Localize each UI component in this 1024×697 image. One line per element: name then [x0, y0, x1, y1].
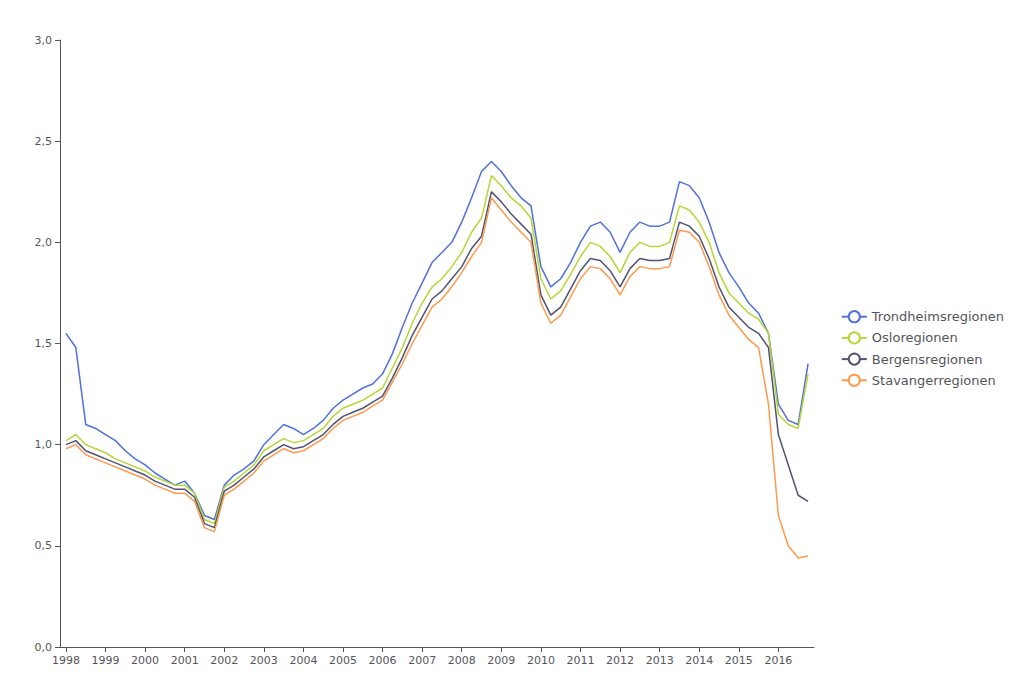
svg-text:0,0: 0,0 [35, 641, 53, 654]
svg-text:2004: 2004 [289, 654, 317, 667]
svg-text:1,0: 1,0 [35, 438, 53, 451]
svg-text:2012: 2012 [606, 654, 634, 667]
svg-text:1,5: 1,5 [35, 337, 53, 350]
svg-text:1998: 1998 [52, 654, 80, 667]
svg-text:0,5: 0,5 [35, 539, 53, 552]
svg-text:2016: 2016 [764, 654, 792, 667]
svg-text:2,0: 2,0 [35, 236, 53, 249]
svg-text:2007: 2007 [408, 654, 436, 667]
svg-text:2006: 2006 [369, 654, 397, 667]
svg-text:2000: 2000 [131, 654, 159, 667]
svg-text:2001: 2001 [171, 654, 199, 667]
svg-text:2013: 2013 [646, 654, 674, 667]
svg-text:Stavangerregionen: Stavangerregionen [872, 373, 996, 388]
svg-text:2010: 2010 [527, 654, 555, 667]
svg-text:Bergensregionen: Bergensregionen [872, 352, 983, 367]
svg-text:2011: 2011 [566, 654, 594, 667]
svg-text:3,0: 3,0 [35, 34, 53, 47]
svg-text:Trondheimsregionen: Trondheimsregionen [871, 309, 1004, 324]
svg-text:2015: 2015 [725, 654, 753, 667]
svg-text:1999: 1999 [92, 654, 120, 667]
svg-text:Osloregionen: Osloregionen [872, 330, 958, 345]
svg-text:2,5: 2,5 [35, 135, 53, 148]
svg-text:2003: 2003 [250, 654, 278, 667]
svg-text:2005: 2005 [329, 654, 357, 667]
svg-text:2014: 2014 [685, 654, 713, 667]
svg-text:2002: 2002 [210, 654, 238, 667]
svg-text:2008: 2008 [448, 654, 476, 667]
svg-text:2009: 2009 [487, 654, 515, 667]
